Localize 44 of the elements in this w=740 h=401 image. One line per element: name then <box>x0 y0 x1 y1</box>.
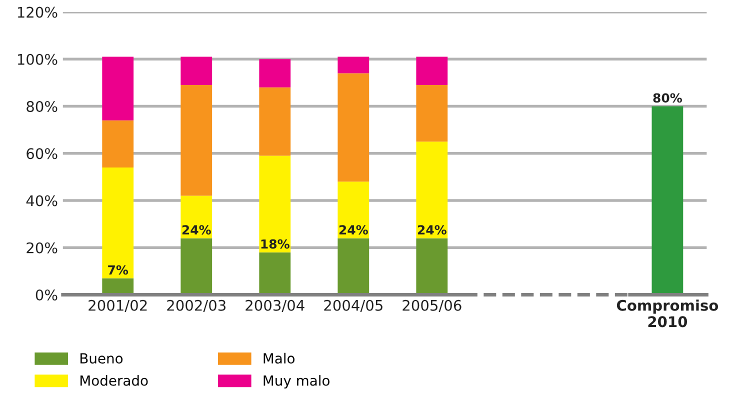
y-tick-label: 80% <box>26 100 58 112</box>
y-tick-label: 0% <box>36 289 58 300</box>
data-label: 7% <box>108 265 128 275</box>
y-tick-label: 20% <box>26 242 58 254</box>
data-label: 24% <box>182 225 211 235</box>
bar <box>416 142 448 238</box>
bar <box>180 238 212 295</box>
y-tick-label: 120% <box>18 6 58 18</box>
bar <box>338 56 370 74</box>
legend-label: Muy malo <box>264 375 330 388</box>
bar <box>338 182 370 238</box>
bar <box>416 85 448 142</box>
bar <box>416 238 448 295</box>
x-tick-label: Compromiso 2010 <box>616 300 718 328</box>
y-tick-label: 40% <box>26 195 58 206</box>
data-label: 18% <box>261 239 290 249</box>
bar <box>338 73 370 182</box>
x-tick-label: 2004/05 <box>324 300 382 312</box>
bar <box>180 85 212 196</box>
x-tick-label: 2005/06 <box>402 300 462 312</box>
legend-label: Moderado <box>80 375 148 386</box>
bar <box>416 56 448 86</box>
bar <box>102 120 134 168</box>
bar <box>338 238 370 295</box>
bar <box>180 56 212 86</box>
bar <box>102 56 134 120</box>
bar <box>102 168 134 278</box>
y-tick-label: 100% <box>18 54 58 65</box>
x-tick-label: 2002/03 <box>167 300 226 312</box>
bar <box>259 252 291 295</box>
x-tick-label: 2003/04 <box>246 300 304 312</box>
data-label: 80% <box>653 93 682 103</box>
data-label: 24% <box>339 225 368 235</box>
x-tick-label: 2001/02 <box>88 300 147 312</box>
data-label: 24% <box>418 225 446 235</box>
y-tick-label: 60% <box>26 148 58 160</box>
legend-label: Malo <box>264 352 295 364</box>
legend-label: Bueno <box>80 353 123 364</box>
bar <box>259 59 291 88</box>
bar <box>102 278 134 295</box>
bar <box>652 106 684 295</box>
bar <box>259 87 291 156</box>
bar <box>259 156 291 252</box>
bar <box>180 196 212 238</box>
